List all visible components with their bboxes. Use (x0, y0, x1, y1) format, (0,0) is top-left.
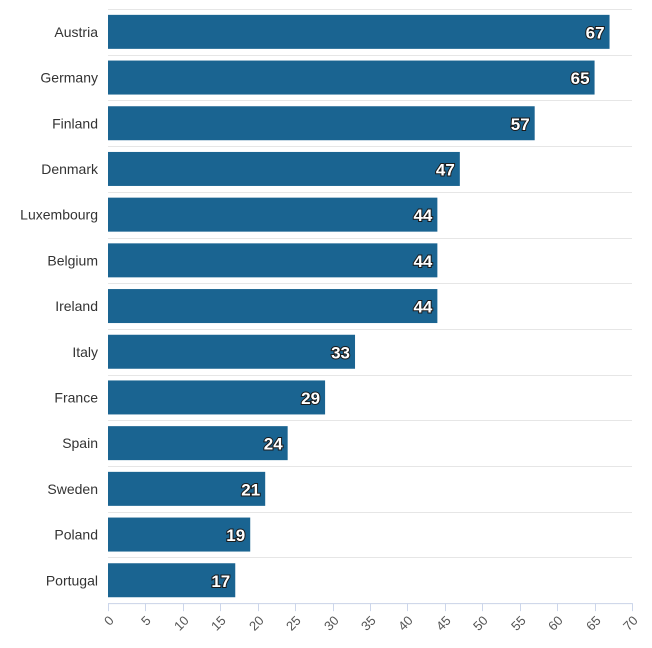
data-label: 44 (413, 206, 432, 225)
category-label: Germany (40, 70, 98, 86)
data-label: 47 (436, 160, 455, 179)
x-tick-label: 45 (433, 613, 454, 634)
data-label: 33 (331, 343, 350, 362)
bar-finland[interactable] (108, 106, 535, 141)
bar-belgium[interactable] (108, 243, 438, 278)
x-tick-label: 30 (321, 613, 342, 634)
data-label: 19 (226, 526, 245, 545)
category-label: France (54, 389, 98, 405)
data-label: 44 (413, 252, 432, 271)
x-tick-label: 5 (138, 613, 154, 629)
data-label: 29 (301, 389, 320, 408)
category-label: Austria (54, 24, 98, 40)
x-tick-label: 70 (620, 613, 641, 634)
data-label: 21 (241, 480, 260, 499)
category-label: Italy (72, 344, 98, 360)
category-label: Portugal (46, 572, 98, 588)
category-label: Sweden (47, 481, 98, 497)
category-label: Ireland (55, 298, 98, 314)
x-tick-label: 25 (283, 613, 304, 634)
value-labels: 67 65 57 47 44 44 44 33 29 24 21 19 17 (210, 22, 605, 591)
bar-luxembourg[interactable] (108, 197, 438, 232)
x-tick-label: 20 (246, 613, 267, 634)
bar-italy[interactable] (108, 334, 356, 369)
data-label: 67 (586, 23, 605, 42)
x-tick-label: 10 (171, 613, 192, 634)
category-label: Poland (54, 527, 98, 543)
x-tick-label: 60 (545, 613, 566, 634)
bars (108, 14, 610, 598)
data-label: 57 (511, 115, 530, 134)
bar-ireland[interactable] (108, 289, 438, 324)
bar-austria[interactable] (108, 14, 610, 49)
bar-france[interactable] (108, 380, 326, 415)
category-labels: Austria Germany Finland Denmark Luxembourg Be… (20, 24, 99, 588)
x-axis: 0 5 10 15 20 25 30 35 40 45 50 55 60 65 70 (101, 603, 641, 634)
bar-sweden[interactable] (108, 471, 266, 506)
bar-denmark[interactable] (108, 151, 460, 186)
x-tick-label: 40 (395, 613, 416, 634)
x-tick-label: 15 (208, 613, 229, 634)
data-label: 17 (211, 572, 230, 591)
x-tick-label: 55 (508, 613, 529, 634)
bar-poland[interactable] (108, 517, 251, 552)
x-tick-label: 0 (101, 613, 117, 629)
data-label: 24 (264, 435, 283, 454)
bar-germany[interactable] (108, 60, 595, 95)
category-label: Luxembourg (20, 207, 98, 223)
x-tick-label: 50 (470, 613, 491, 634)
x-tick-label: 65 (583, 613, 604, 634)
category-label: Spain (62, 435, 98, 451)
bar-spain[interactable] (108, 426, 288, 461)
category-label: Belgium (47, 252, 98, 268)
data-label: 44 (413, 298, 432, 317)
x-tick-label: 35 (358, 613, 379, 634)
category-label: Denmark (41, 161, 99, 177)
category-label: Finland (52, 115, 98, 131)
bar-portugal[interactable] (108, 563, 236, 598)
data-label: 65 (571, 69, 590, 88)
